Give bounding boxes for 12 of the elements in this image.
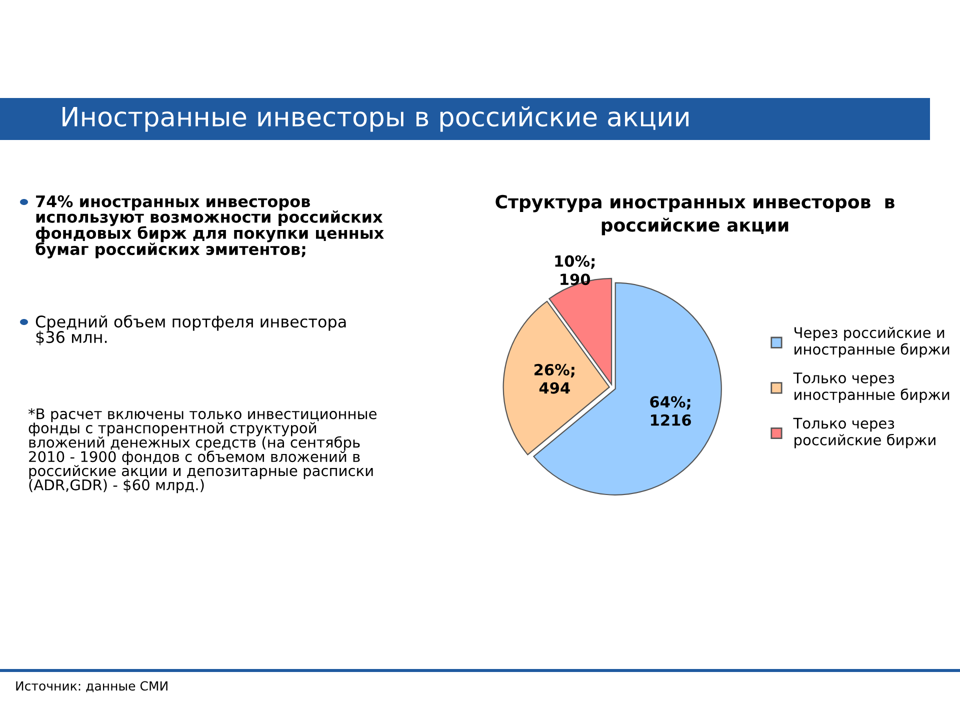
data-label: 26%; 494 [534, 364, 574, 394]
text: Источник: данные СМИ [16, 681, 168, 692]
text: 74% иностранных инвесторов используют возможности российских фондовых бирж для покупки ценных бумаг российских эмитентов; [36, 195, 384, 258]
data-label: 64%; 1216 [650, 396, 691, 426]
text: Средний объем портфеля инвестора $36 млн. [36, 315, 346, 346]
legend-label: Только через российские биржи [793, 418, 936, 448]
chart-subtitle: Структура иностранных инвесторов в российские акции [496, 194, 894, 236]
legend-label: Только через иностранные биржи [793, 372, 950, 403]
text: *В расчет включены только инвестиционные фонды с транспорентной структурой вложений денежных средств (на сентябрь 2010 - 1900 фондов с объемом вложений в российские акции и депозитарные расписки (ADR,GDR) - $60 млрд.) [28, 408, 377, 494]
chart-title: Иностранные инвесторы в российские акции [62, 106, 688, 132]
data-label: 10%; 190 [555, 255, 594, 286]
legend-label: Через российские и иностранные биржи [794, 326, 950, 358]
